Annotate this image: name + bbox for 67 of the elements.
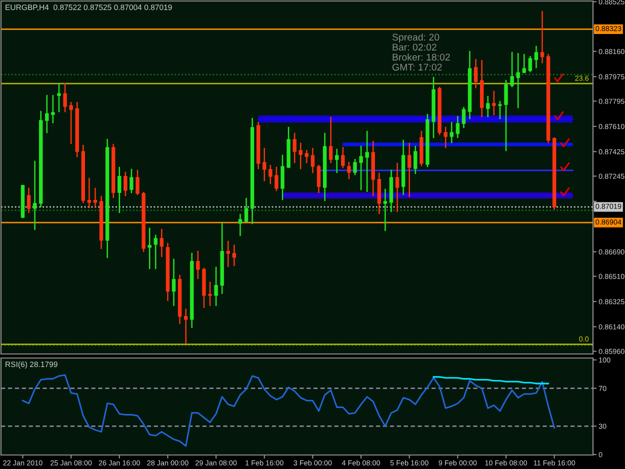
candlestick xyxy=(365,130,369,192)
candlestick xyxy=(32,160,37,230)
candlestick xyxy=(280,154,284,200)
candlestick xyxy=(118,166,122,214)
candlestick xyxy=(63,82,67,112)
candlestick xyxy=(534,46,538,68)
candlestick xyxy=(304,150,309,164)
candlestick xyxy=(328,116,333,164)
candlestick xyxy=(244,198,248,222)
candlestick xyxy=(57,82,61,112)
candlestick xyxy=(214,266,218,306)
candlestick xyxy=(268,164,272,184)
candlestick xyxy=(377,172,382,214)
candlestick xyxy=(26,188,31,214)
candlestick xyxy=(232,244,236,266)
candlestick xyxy=(353,158,357,176)
candlestick xyxy=(298,142,302,170)
candlestick xyxy=(335,148,339,174)
candlestick xyxy=(540,11,544,64)
candlestick xyxy=(124,172,128,196)
candlestick xyxy=(474,58,478,88)
candlestick xyxy=(522,54,526,74)
candlestick xyxy=(395,162,400,212)
candlestick xyxy=(462,106,466,128)
candlestick xyxy=(456,116,460,138)
candlestick xyxy=(184,308,188,344)
candlestick xyxy=(498,100,502,120)
candlestick xyxy=(87,178,92,208)
annotation: Broker: 18:02 xyxy=(392,53,450,61)
candlestick xyxy=(316,164,321,194)
annotation: Spread: 20 xyxy=(392,33,440,43)
candlestick xyxy=(486,96,490,118)
candlestick xyxy=(136,170,140,196)
annotation: Bar: 02:02 xyxy=(392,44,436,51)
candlestick xyxy=(45,94,49,134)
candlestick xyxy=(208,282,212,306)
candlestick xyxy=(359,146,363,190)
candlestick xyxy=(347,162,351,180)
candlestick xyxy=(450,122,454,144)
candlestick xyxy=(492,90,496,116)
candlestick xyxy=(154,234,158,270)
candlestick xyxy=(383,188,388,232)
candlestick xyxy=(226,240,230,267)
candlestick xyxy=(130,168,134,194)
candlestick xyxy=(93,188,98,208)
candlestick xyxy=(408,142,412,198)
annotation: GMT: 17:02 xyxy=(392,64,442,71)
candlestick xyxy=(516,52,520,108)
candlestick xyxy=(444,126,448,148)
candlestick xyxy=(510,52,514,88)
candlestick xyxy=(69,102,73,144)
candlestick xyxy=(51,94,55,124)
candlestick xyxy=(528,56,532,72)
candlestick xyxy=(196,250,200,279)
candlestick xyxy=(274,166,278,192)
candlestick xyxy=(238,214,242,236)
candlestick xyxy=(504,80,508,152)
candlestick xyxy=(148,228,152,270)
candlestick xyxy=(341,146,345,168)
candlestick xyxy=(310,148,315,174)
candlestick xyxy=(262,148,266,182)
candlestick xyxy=(172,258,176,306)
candlestick xyxy=(160,228,164,258)
line-series xyxy=(432,376,550,384)
candlestick xyxy=(292,132,296,164)
line-series xyxy=(22,374,556,447)
candlestick xyxy=(414,146,418,174)
